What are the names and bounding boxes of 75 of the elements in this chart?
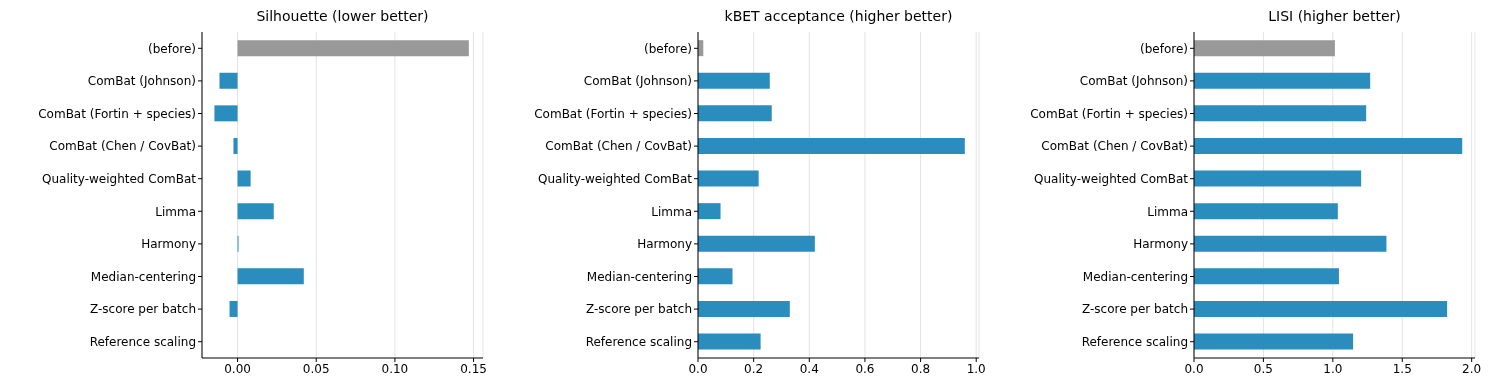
bar [698, 300, 790, 317]
y-tick-label: ComBat (Fortin + species) [38, 106, 196, 121]
y-tick-label: (before) [1140, 41, 1188, 56]
bar [237, 203, 274, 220]
y-tick-label: Median-centering [586, 269, 692, 284]
y-tick-label: Reference scaling [1081, 334, 1188, 349]
bar [1194, 72, 1371, 89]
y-tick-label: ComBat (Fortin + species) [1030, 106, 1188, 121]
x-tick-label: 0.05 [302, 361, 330, 376]
bar [1194, 333, 1354, 350]
y-tick-label: ComBat (Chen / CovBat) [49, 139, 196, 154]
x-tick-label: 0.4 [799, 361, 819, 376]
x-tick-label: 0.5 [1253, 361, 1273, 376]
y-tick-label: Quality-weighted ComBat [1034, 171, 1189, 186]
y-tick-label: Quality-weighted ComBat [538, 171, 693, 186]
bar [698, 170, 759, 187]
chart-title: kBET acceptance (higher better) [723, 8, 954, 24]
x-tick-label: 0.15 [460, 361, 487, 376]
bar [1194, 137, 1463, 154]
y-tick-label: Quality-weighted ComBat [42, 171, 197, 186]
bar [214, 105, 238, 122]
bar [1194, 105, 1367, 122]
y-tick-label: ComBat (Chen / CovBat) [1041, 139, 1188, 154]
bar [237, 40, 469, 57]
bar [237, 268, 304, 285]
bar [698, 268, 733, 285]
y-tick-label: Z-score per batch [1081, 302, 1188, 317]
bar [1194, 235, 1387, 252]
y-tick-label: ComBat (Johnson) [583, 74, 692, 89]
y-tick-label: ComBat (Fortin + species) [534, 106, 692, 121]
y-tick-label: Harmony [141, 237, 196, 252]
x-tick-label: 0.0 [1184, 361, 1204, 376]
y-tick-label: Limma [1147, 204, 1188, 219]
bar [698, 72, 770, 89]
x-tick-label: 1.0 [966, 361, 986, 376]
y-tick-label: Z-score per batch [585, 302, 692, 317]
bar [219, 72, 238, 89]
bar [698, 105, 772, 122]
bar [1194, 40, 1335, 57]
bar [698, 235, 815, 252]
y-tick-label: ComBat (Johnson) [87, 74, 196, 89]
bar [1194, 268, 1339, 285]
bar [237, 170, 251, 187]
bar [1194, 300, 1448, 317]
chart-title: LISI (higher better) [1267, 8, 1402, 24]
y-tick-label: ComBat (Johnson) [1079, 74, 1188, 89]
bar [698, 203, 721, 220]
y-tick-label: Z-score per batch [89, 302, 196, 317]
x-tick-label: 0.2 [744, 361, 764, 376]
x-tick-label: 0.0 [688, 361, 708, 376]
bar [698, 137, 965, 154]
x-tick-label: 0.10 [381, 361, 409, 376]
x-tick-label: 0.6 [855, 361, 875, 376]
y-tick-label: (before) [644, 41, 692, 56]
y-tick-label: Harmony [637, 237, 692, 252]
x-tick-label: 0.8 [911, 361, 931, 376]
y-tick-label: Reference scaling [585, 334, 692, 349]
y-tick-label: Median-centering [1082, 269, 1188, 284]
y-tick-label: ComBat (Chen / CovBat) [545, 139, 692, 154]
bar [1194, 170, 1362, 187]
bar [233, 137, 238, 154]
y-tick-label: Limma [155, 204, 196, 219]
x-tick-label: 1.5 [1392, 361, 1412, 376]
y-tick-label: Reference scaling [89, 334, 196, 349]
bar [698, 333, 761, 350]
x-tick-label: 2.0 [1462, 361, 1482, 376]
y-tick-label: Harmony [1133, 237, 1188, 252]
y-tick-label: (before) [148, 41, 196, 56]
bar [229, 300, 238, 317]
x-tick-label: 0.00 [224, 361, 251, 376]
y-tick-label: Limma [651, 204, 692, 219]
chart-title: Silhouette (lower better) [255, 8, 430, 24]
y-tick-label: Median-centering [90, 269, 196, 284]
bar [1194, 203, 1338, 220]
x-tick-label: 1.0 [1323, 361, 1343, 376]
